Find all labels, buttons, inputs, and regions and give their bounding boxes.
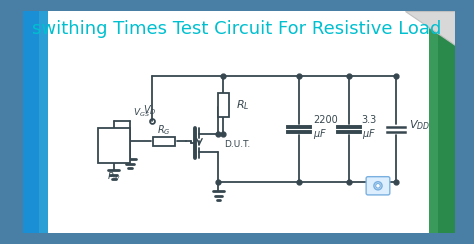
Text: $V_{GS}$: $V_{GS}$ (133, 107, 149, 119)
Bar (429, 11, 455, 233)
Bar (153, 137, 175, 146)
Text: $P_W$: $P_W$ (107, 170, 121, 183)
Text: 3.3: 3.3 (362, 115, 377, 125)
Text: $V_{DD}$: $V_{DD}$ (409, 118, 430, 132)
Text: swithing Times Test Circuit For Resistive Load: swithing Times Test Circuit For Resistiv… (32, 20, 441, 38)
FancyBboxPatch shape (366, 177, 390, 195)
Text: $R_L$: $R_L$ (236, 98, 249, 112)
Bar (438, 11, 455, 233)
Text: D.U.T.: D.U.T. (224, 140, 250, 149)
Text: $V_D$: $V_D$ (143, 103, 156, 117)
Bar (23, 11, 39, 233)
Bar (98, 128, 129, 163)
Text: $\mu F$: $\mu F$ (362, 127, 375, 141)
Text: $\mu F$: $\mu F$ (313, 127, 328, 141)
Circle shape (376, 183, 380, 188)
Bar (23, 11, 48, 233)
Text: 2200: 2200 (313, 115, 338, 125)
Circle shape (374, 182, 382, 190)
Polygon shape (405, 11, 455, 45)
Bar (218, 93, 228, 117)
Text: $R_G$: $R_G$ (157, 123, 171, 137)
